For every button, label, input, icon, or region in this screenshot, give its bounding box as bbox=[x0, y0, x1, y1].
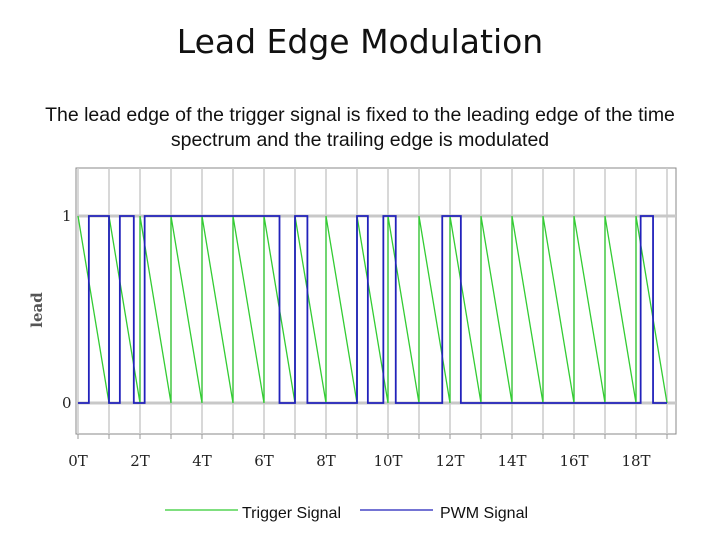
lead-edge-chart: 01 0T 2T 4T 6T 8T 10T 12T 14T 16T 18T lead Trigge… bbox=[28, 167, 677, 522]
legend-label-pwm-signal: PWM Signal bbox=[440, 505, 528, 522]
x-tick-label: 16T bbox=[559, 452, 588, 470]
series-layer bbox=[77, 215, 668, 404]
plot-frame bbox=[75, 167, 677, 435]
x-tick-label: 4T bbox=[192, 452, 212, 470]
x-tick-label: 12T bbox=[435, 452, 464, 470]
legend: Trigger Signal PWM Signal bbox=[165, 505, 528, 522]
pwm-signal-line bbox=[78, 215, 667, 404]
x-tick-label: 6T bbox=[254, 452, 274, 470]
x-tick-label: 18T bbox=[621, 452, 650, 470]
x-tick-label: 2T bbox=[130, 452, 150, 470]
x-tick-label: 10T bbox=[373, 452, 402, 470]
y-tick-labels: 01 bbox=[62, 207, 72, 412]
legend-label-trigger-signal: Trigger Signal bbox=[242, 505, 341, 522]
y-tick-label: 0 bbox=[62, 394, 72, 412]
x-tick-label: 14T bbox=[497, 452, 526, 470]
plot-border bbox=[75, 167, 677, 435]
y-tick-label: 1 bbox=[62, 207, 72, 225]
x-tick-labels: 0T 2T 4T 6T 8T 10T 12T 14T 16T 18T bbox=[68, 452, 650, 470]
x-tick-label: 8T bbox=[316, 452, 336, 470]
y-axis-label: lead bbox=[28, 292, 46, 328]
slide-title: Lead Edge Modulation bbox=[176, 22, 544, 61]
slide-subtitle: The lead edge of the trigger signal is f… bbox=[45, 104, 675, 151]
trigger-signal-line bbox=[77, 215, 668, 404]
x-tick-label: 0T bbox=[68, 452, 88, 470]
